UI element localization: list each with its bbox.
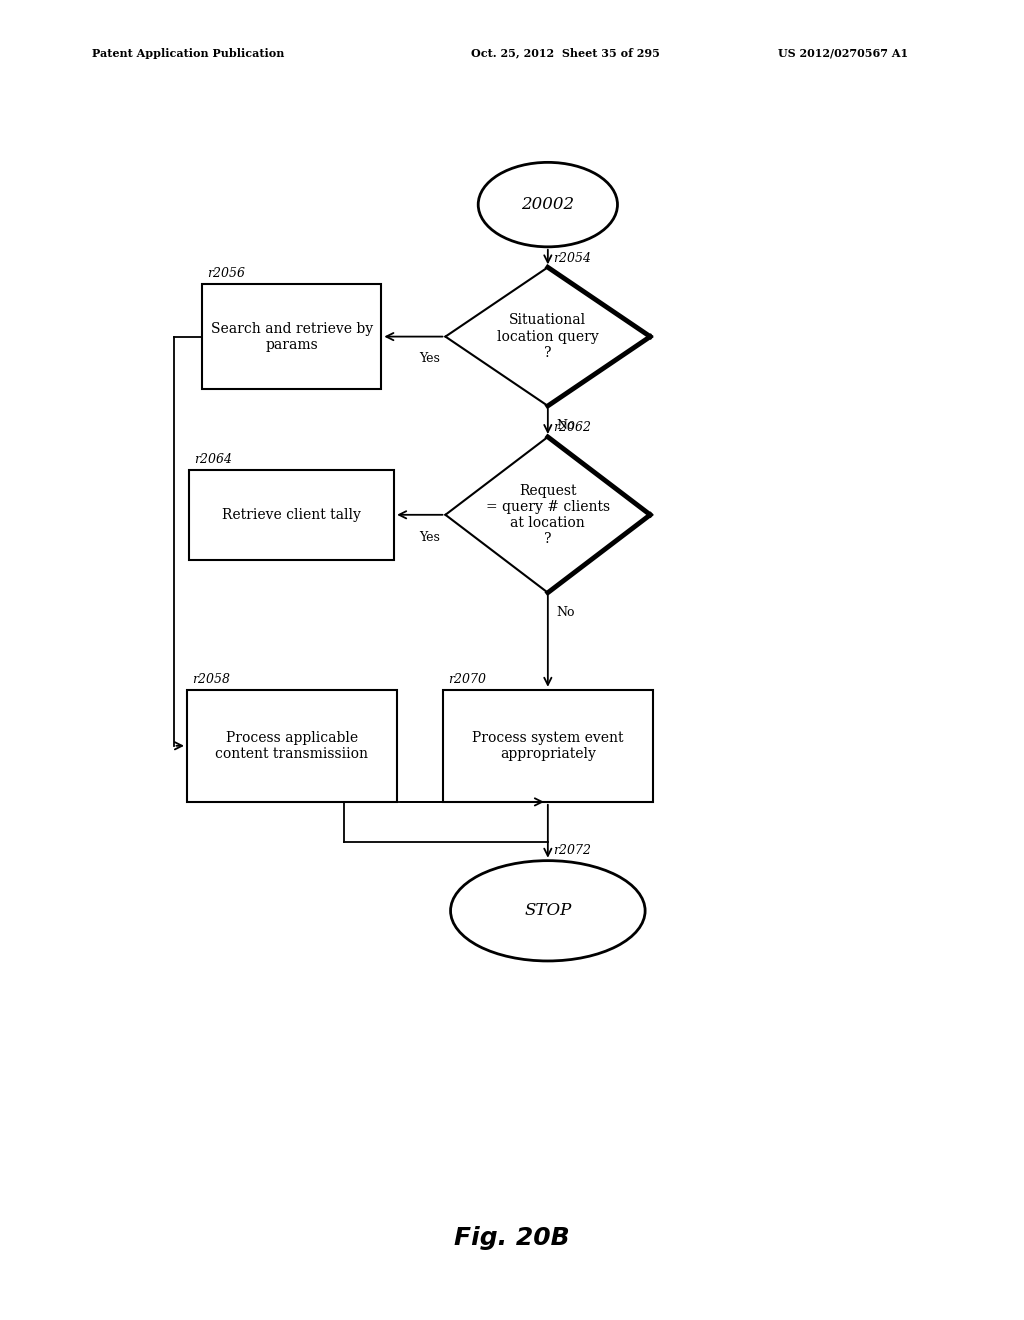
Text: Situational
location query
?: Situational location query ?	[497, 313, 599, 360]
Text: Oct. 25, 2012  Sheet 35 of 295: Oct. 25, 2012 Sheet 35 of 295	[471, 48, 659, 58]
Text: r2054: r2054	[553, 252, 591, 264]
Text: Search and retrieve by
params: Search and retrieve by params	[211, 322, 373, 351]
Text: Patent Application Publication: Patent Application Publication	[92, 48, 285, 58]
Text: 20002: 20002	[521, 197, 574, 213]
Text: r2058: r2058	[193, 673, 230, 686]
Text: STOP: STOP	[524, 903, 571, 919]
Text: Fig. 20B: Fig. 20B	[455, 1226, 569, 1250]
Text: US 2012/0270567 A1: US 2012/0270567 A1	[778, 48, 908, 58]
Text: No: No	[556, 606, 574, 619]
Text: Process applicable
content transmissiion: Process applicable content transmissiion	[215, 731, 369, 760]
Text: r2070: r2070	[449, 673, 486, 686]
Text: r2064: r2064	[195, 453, 232, 466]
Text: r2072: r2072	[553, 843, 591, 857]
Text: No: No	[556, 420, 574, 432]
Text: Process system event
appropriately: Process system event appropriately	[472, 731, 624, 760]
Text: r2062: r2062	[553, 421, 591, 434]
Text: Yes: Yes	[420, 352, 440, 366]
Text: Yes: Yes	[420, 531, 440, 544]
Text: r2056: r2056	[207, 267, 246, 280]
Text: Request
= query # clients
at location
?: Request = query # clients at location ?	[485, 483, 610, 546]
Text: Retrieve client tally: Retrieve client tally	[222, 508, 361, 521]
